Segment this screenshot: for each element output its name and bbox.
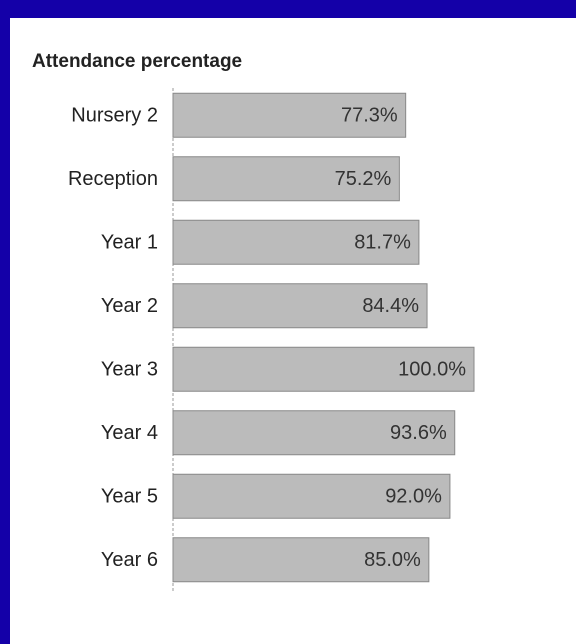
value-label: 100.0% bbox=[398, 359, 466, 381]
category-label: Year 1 bbox=[101, 232, 158, 254]
bar bbox=[172, 156, 400, 202]
category-label: Year 6 bbox=[101, 549, 158, 571]
category-label: Reception bbox=[68, 168, 158, 190]
bar bbox=[172, 537, 430, 583]
category-label: Nursery 2 bbox=[71, 105, 158, 127]
bar bbox=[172, 473, 451, 519]
value-label: 77.3% bbox=[341, 105, 398, 127]
value-label: 75.2% bbox=[335, 168, 392, 190]
chart-title: Attendance percentage bbox=[32, 51, 242, 72]
value-label: 92.0% bbox=[385, 486, 442, 508]
category-label: Year 3 bbox=[101, 359, 158, 381]
category-label: Year 4 bbox=[101, 422, 158, 444]
bar bbox=[172, 283, 428, 329]
bar bbox=[172, 346, 475, 392]
category-label: Year 5 bbox=[101, 486, 158, 508]
value-label: 93.6% bbox=[390, 422, 447, 444]
bar bbox=[172, 410, 456, 456]
bar bbox=[172, 219, 420, 265]
value-label: 81.7% bbox=[354, 232, 411, 254]
bar bbox=[172, 92, 407, 138]
value-label: 85.0% bbox=[364, 549, 421, 571]
value-label: 84.4% bbox=[362, 295, 419, 317]
category-label: Year 2 bbox=[101, 295, 158, 317]
